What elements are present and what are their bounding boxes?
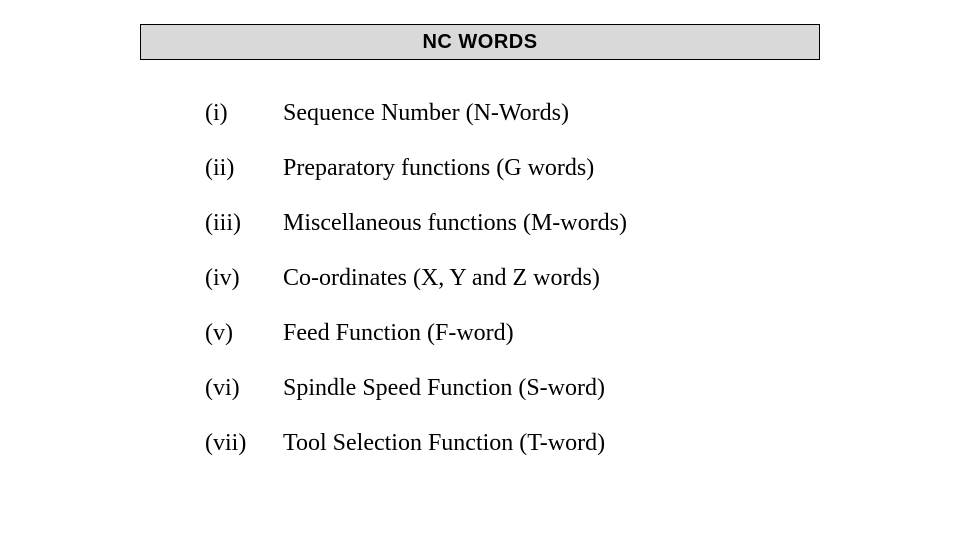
list-text: Miscellaneous functions (M-words) <box>283 210 627 237</box>
list-numeral: (iii) <box>205 210 283 237</box>
list-item: (vii) Tool Selection Function (T-word) <box>205 430 765 457</box>
list-text: Sequence Number (N-Words) <box>283 100 569 127</box>
page-title: NC WORDS <box>422 31 537 54</box>
list-numeral: (ii) <box>205 155 283 182</box>
list-text: Tool Selection Function (T-word) <box>283 430 605 457</box>
list-item: (vi) Spindle Speed Function (S-word) <box>205 375 765 402</box>
nc-words-list: (i) Sequence Number (N-Words) (ii) Prepa… <box>205 100 765 485</box>
list-text: Preparatory functions (G words) <box>283 155 594 182</box>
list-text: Co-ordinates (X, Y and Z words) <box>283 265 600 292</box>
list-numeral: (vi) <box>205 375 283 402</box>
list-item: (iii) Miscellaneous functions (M-words) <box>205 210 765 237</box>
list-numeral: (iv) <box>205 265 283 292</box>
list-numeral: (i) <box>205 100 283 127</box>
list-item: (iv) Co-ordinates (X, Y and Z words) <box>205 265 765 292</box>
list-item: (i) Sequence Number (N-Words) <box>205 100 765 127</box>
list-text: Feed Function (F-word) <box>283 320 514 347</box>
list-item: (v) Feed Function (F-word) <box>205 320 765 347</box>
list-item: (ii) Preparatory functions (G words) <box>205 155 765 182</box>
header-bar: NC WORDS <box>140 24 820 60</box>
list-text: Spindle Speed Function (S-word) <box>283 375 605 402</box>
list-numeral: (v) <box>205 320 283 347</box>
list-numeral: (vii) <box>205 430 283 457</box>
